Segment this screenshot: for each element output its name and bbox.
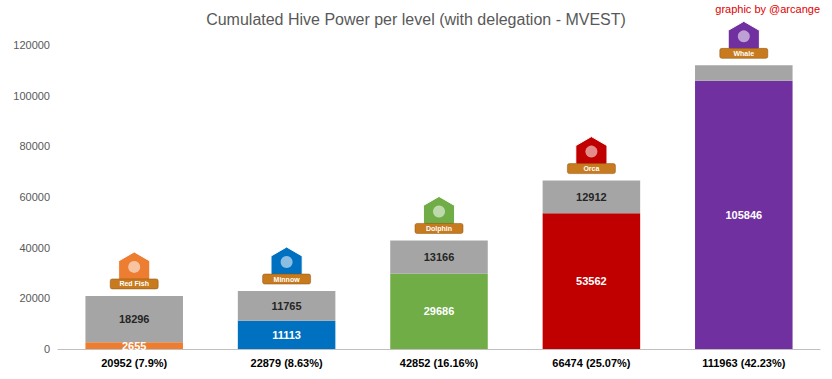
svg-text:18296: 18296 xyxy=(119,313,150,325)
svg-text:66474 (25.07%): 66474 (25.07%) xyxy=(552,357,631,369)
svg-text:29686: 29686 xyxy=(424,305,455,317)
svg-text:105846: 105846 xyxy=(725,209,762,221)
svg-text:2655: 2655 xyxy=(122,340,146,352)
svg-text:111963 (42.23%): 111963 (42.23%) xyxy=(702,357,786,369)
svg-text:Cumulated Hive Power per level: Cumulated Hive Power per level (with del… xyxy=(206,11,626,28)
svg-text:Minnow: Minnow xyxy=(274,276,301,283)
svg-text:Orca: Orca xyxy=(583,165,599,172)
svg-text:12912: 12912 xyxy=(576,191,607,203)
svg-text:Red Fish: Red Fish xyxy=(119,280,149,287)
svg-text:11765: 11765 xyxy=(272,300,302,312)
svg-text:60000: 60000 xyxy=(19,191,50,203)
svg-text:graphic by @arcange: graphic by @arcange xyxy=(715,3,820,15)
svg-text:20000: 20000 xyxy=(19,292,50,304)
svg-text:40000: 40000 xyxy=(19,242,50,254)
svg-text:53562: 53562 xyxy=(576,275,607,287)
svg-text:80000: 80000 xyxy=(19,140,50,152)
svg-text:Whale: Whale xyxy=(733,50,754,57)
svg-text:Dolphin: Dolphin xyxy=(426,225,452,233)
svg-text:22879 (8.63%): 22879 (8.63%) xyxy=(251,357,323,369)
svg-text:100000: 100000 xyxy=(13,90,50,102)
svg-text:120000: 120000 xyxy=(13,39,50,51)
svg-text:11113: 11113 xyxy=(272,329,301,341)
svg-text:0: 0 xyxy=(44,343,50,355)
svg-text:13166: 13166 xyxy=(424,251,455,263)
svg-text:42852 (16.16%): 42852 (16.16%) xyxy=(400,357,479,369)
svg-text:20952 (7.9%): 20952 (7.9%) xyxy=(101,357,167,369)
